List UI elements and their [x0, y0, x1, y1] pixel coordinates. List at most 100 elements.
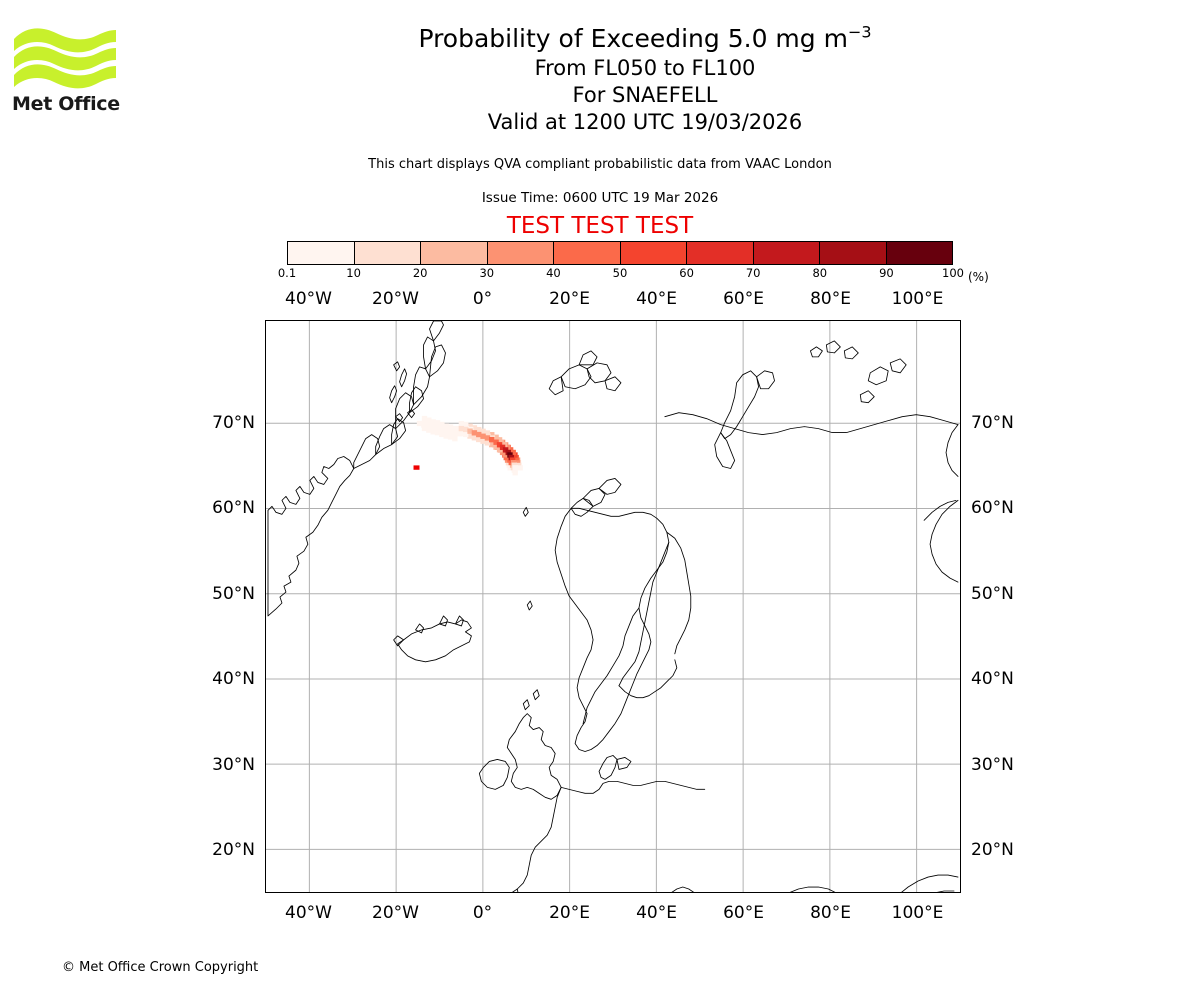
colorbar-tick-30: 30 [479, 266, 495, 280]
plume-cell [452, 435, 458, 442]
lon-label-bottom-5: 60°E [723, 903, 764, 923]
plume-cell [463, 431, 469, 438]
lon-label-bottom-4: 40°E [636, 903, 677, 923]
colorbar-tick-90: 90 [879, 266, 894, 280]
lon-label-bottom-6: 80°E [810, 903, 851, 923]
plume-cell [489, 432, 495, 438]
lat-label-right-0: 20°N [971, 840, 1014, 861]
colorbar-segment-2 [420, 242, 487, 264]
plume-cell [421, 425, 428, 432]
plume-cell [480, 433, 486, 439]
lat-label-right-5: 70°N [971, 412, 1014, 433]
plume-cell [430, 424, 436, 430]
lon-label-top-0: 40°W [285, 289, 332, 309]
colorbar-segment-4 [553, 242, 620, 264]
plume-cell [434, 430, 441, 436]
plume-cell [467, 428, 473, 434]
lat-label-left-2: 40°N [212, 669, 255, 690]
lon-label-top-1: 20°W [372, 289, 419, 309]
lat-label-right-1: 30°N [971, 754, 1014, 775]
lon-label-bottom-7: 100°E [891, 903, 944, 923]
plume-cell [499, 449, 506, 455]
coastlines-and-borders [267, 321, 959, 892]
lon-label-top-4: 40°E [636, 289, 677, 309]
page-title: Probability of Exceeding 5.0 mg m−3 [130, 22, 1160, 55]
test-banner: TEST TEST TEST [506, 213, 694, 239]
lon-label-bottom-1: 20°W [372, 903, 419, 923]
plume-cell [430, 419, 436, 425]
plume-cell [471, 430, 478, 436]
plume-cell [421, 415, 428, 422]
met-office-logo: Met Office [12, 22, 122, 117]
title-flight-levels: From FL050 to FL100 [534, 56, 756, 80]
colorbar-tick-100: 100 [942, 266, 964, 280]
plume-cell [463, 421, 469, 428]
colorbar-segment-3 [486, 242, 553, 264]
title-volcano: For SNAEFELL [572, 83, 718, 107]
colorbar-tick-0.1: 0.1 [277, 266, 297, 280]
colorbar-gradient [287, 241, 953, 265]
plume-cell [426, 422, 432, 428]
plume-cell [434, 420, 441, 426]
plume-cell [480, 438, 486, 444]
map-canvas [266, 321, 960, 892]
plume-cell [463, 426, 469, 433]
plume-cell [426, 427, 432, 433]
lat-label-left-1: 30°N [212, 754, 255, 775]
title-main-text: Probability of Exceeding 5.0 mg m [418, 24, 848, 53]
lat-label-left-5: 70°N [212, 412, 255, 433]
colorbar-tick-20: 20 [412, 266, 428, 280]
copyright-notice: © Met Office Crown Copyright [62, 960, 259, 975]
qva-compliance-note: This chart displays QVA compliant probab… [368, 157, 832, 172]
colorbar-tick-10: 10 [346, 266, 361, 280]
logo-text: Met Office [12, 93, 120, 115]
lon-label-top-2: 0° [472, 289, 493, 309]
plume-cell [480, 428, 486, 434]
plume-cell [471, 435, 478, 441]
plume-cell [443, 423, 449, 429]
colorbar-tick-70: 70 [745, 266, 761, 280]
volcano-source-marker [413, 465, 420, 470]
lon-label-bottom-0: 40°W [285, 903, 332, 923]
colorbar-segment-5 [619, 242, 686, 264]
plume-cell [452, 426, 458, 432]
lat-label-left-3: 50°N [212, 583, 255, 604]
plume-cell [476, 426, 482, 433]
colorbar-tick-60: 60 [679, 266, 694, 280]
plume-cell [447, 434, 454, 440]
colorbar-segment-0 [288, 242, 354, 264]
plume-cell [512, 465, 518, 471]
plume-cell [499, 444, 506, 451]
ash-probability-plume [416, 415, 523, 476]
colorbar-segment-9 [885, 242, 952, 264]
issue-time-label: Issue Time: 0600 UTC 19 Mar 2026 [481, 190, 719, 206]
plume-cell [439, 426, 445, 433]
lat-label-left-0: 20°N [212, 840, 255, 861]
lon-label-bottom-3: 20°E [549, 903, 590, 923]
plume-cell [430, 429, 436, 435]
plume-cell [443, 428, 449, 434]
title-valid-time: Valid at 1200 UTC 19/03/2026 [487, 110, 803, 134]
map-gridlines [266, 321, 960, 892]
colorbar-tick-80: 80 [812, 266, 828, 280]
plume-cell [458, 425, 465, 432]
plume-cell [458, 420, 465, 427]
plume-cell [467, 423, 473, 429]
plume-cell [439, 421, 445, 428]
lat-label-right-3: 50°N [971, 583, 1014, 604]
map-plot-area[interactable] [265, 320, 961, 893]
colorbar-segment-8 [819, 242, 886, 264]
probability-colorbar [287, 241, 953, 265]
plume-cell [447, 424, 454, 430]
met-office-waves-icon [14, 28, 116, 89]
plume-cell [476, 431, 482, 438]
plume-cell [452, 431, 458, 437]
lat-label-right-2: 40°N [971, 669, 1014, 690]
lon-label-top-5: 60°E [723, 289, 764, 309]
colorbar-tick-40: 40 [546, 266, 561, 280]
plume-cell [493, 444, 499, 450]
lon-label-bottom-2: 0° [472, 903, 493, 923]
colorbar-unit-label: (%) [968, 270, 989, 284]
lon-label-top-7: 100°E [891, 289, 944, 309]
plume-cell [439, 431, 445, 438]
